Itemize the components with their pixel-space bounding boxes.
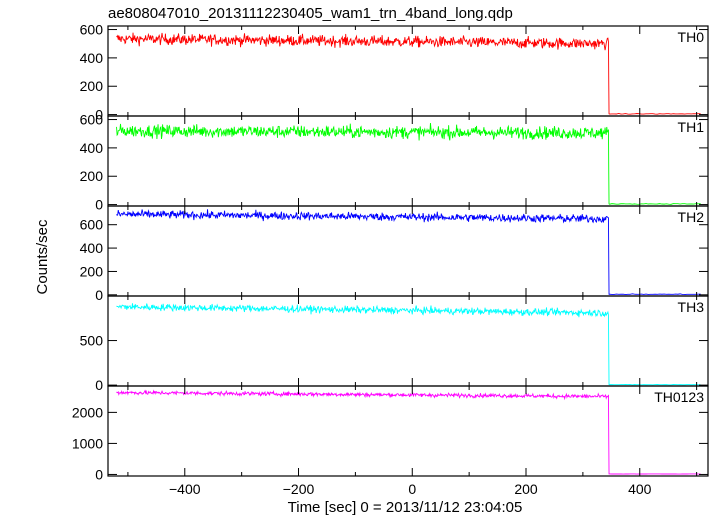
y-tick-label: 200 — [80, 168, 104, 184]
y-tick-label: 600 — [80, 112, 104, 128]
series-line-th3 — [116, 303, 701, 386]
y-tick-label: 0 — [95, 107, 103, 123]
x-tick-label: −400 — [169, 481, 201, 497]
series-line-th0 — [116, 32, 701, 115]
x-axis-label: Time [sec] 0 = 2013/11/12 23:04:05 — [288, 499, 523, 516]
y-axis-label: Counts/sec — [34, 219, 51, 295]
chart-title: ae808047010_20131112230405_wam1_trn_4ban… — [108, 5, 513, 22]
y-tick-label: 0 — [95, 377, 103, 393]
y-tick-label: 200 — [80, 263, 104, 279]
x-tick-label: 400 — [628, 481, 652, 497]
panel-th0123: 0 1000 2000 TH0123 — [72, 385, 709, 482]
x-tick-label: 200 — [514, 481, 538, 497]
panel-label-th0123: TH0123 — [654, 389, 704, 405]
x-tick-label: 0 — [408, 481, 416, 497]
y-tick-label: 2000 — [72, 404, 103, 420]
y-tick-label: 400 — [80, 50, 104, 66]
x-tick-label: −200 — [283, 481, 315, 497]
y-tick-label: 1000 — [72, 435, 103, 451]
series-line-th0123 — [116, 389, 701, 475]
panel-th0: 0 200 400 600 TH0 — [80, 22, 709, 123]
panel-th3: 0 500 TH3 — [80, 295, 709, 393]
y-tick-label: 0 — [95, 466, 103, 482]
panel-label-th2: TH2 — [678, 209, 705, 225]
panel-th2: 0 200 400 600 TH2 — [80, 205, 709, 303]
y-tick-label: 400 — [80, 140, 104, 156]
panel-label-th3: TH3 — [678, 299, 705, 315]
panel-frame — [107, 385, 709, 477]
y-tick-label: 600 — [80, 22, 104, 38]
series-line-th2 — [116, 209, 701, 296]
panel-frame — [107, 115, 709, 207]
y-tick-label: 500 — [80, 333, 104, 349]
panel-label-th1: TH1 — [678, 119, 705, 135]
y-tick-label: 0 — [95, 287, 103, 303]
panel-th1: 0 200 400 600 TH1 — [80, 112, 709, 213]
y-tick-label: 600 — [80, 217, 104, 233]
y-tick-label: 200 — [80, 78, 104, 94]
y-tick-label: 400 — [80, 240, 104, 256]
panel-label-th0: TH0 — [678, 29, 705, 45]
series-line-th1 — [116, 122, 701, 205]
y-tick-label: 0 — [95, 197, 103, 213]
